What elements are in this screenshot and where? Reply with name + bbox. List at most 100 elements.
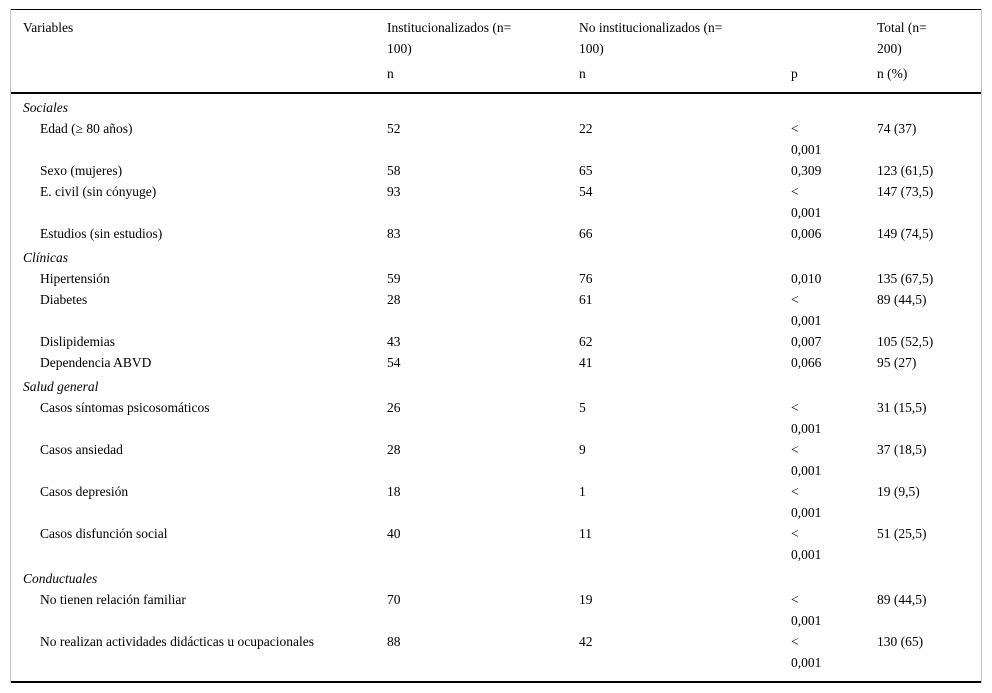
total-n-pct: 95 (27) xyxy=(877,355,917,370)
header-no-institucionalizados: No institucionalizados (n= 100) xyxy=(579,20,723,56)
institucionalizados-n: 59 xyxy=(387,271,401,286)
institucionalizados-n: 58 xyxy=(387,163,401,178)
p-value: 0,006 xyxy=(791,226,822,241)
institucionalizados-n: 28 xyxy=(387,292,401,307)
table-row: Sexo (mujeres) 58 65 0,309 123 (61,5) xyxy=(11,160,981,181)
total-n-pct: 31 (15,5) xyxy=(877,400,927,415)
p-value: < 0,001 xyxy=(791,184,822,220)
results-table: Variables Institucionalizados (n= 100) N… xyxy=(11,9,981,683)
total-n-pct: 135 (67,5) xyxy=(877,271,934,286)
p-value: < 0,001 xyxy=(791,121,822,157)
header-sub-total: n (%) xyxy=(877,66,908,81)
table-row: Estudios (sin estudios) 83 66 0,006 149 (74,… xyxy=(11,223,981,244)
header-title-row: Variables Institucionalizados (n= 100) N… xyxy=(11,10,981,60)
header-sub-p: p xyxy=(791,66,798,81)
institucionalizados-n: 88 xyxy=(387,634,401,649)
variable-label: Sexo (mujeres) xyxy=(40,163,123,178)
total-n-pct: 130 (65) xyxy=(877,634,924,649)
total-n-pct: 74 (37) xyxy=(877,121,917,136)
variable-label: Diabetes xyxy=(40,292,88,307)
total-n-pct: 51 (25,5) xyxy=(877,526,927,541)
table-row: No realizan actividades didácticas u ocu… xyxy=(11,631,981,682)
institucionalizados-n: 52 xyxy=(387,121,401,136)
table-row: No tienen relación familiar 70 19 < 0,001 89… xyxy=(11,589,981,631)
variable-label: Casos depresión xyxy=(40,484,129,499)
section-label: Salud general xyxy=(23,379,99,394)
total-n-pct: 147 (73,5) xyxy=(877,184,934,199)
no-institucionalizados-n: 41 xyxy=(579,355,593,370)
table-header: Variables Institucionalizados (n= 100) N… xyxy=(11,10,981,93)
total-n-pct: 37 (18,5) xyxy=(877,442,927,457)
p-value: < 0,001 xyxy=(791,442,822,478)
p-value: < 0,001 xyxy=(791,400,822,436)
no-institucionalizados-n: 76 xyxy=(579,271,593,286)
table-row: Casos ansiedad 28 9 < 0,001 37 (18,5) xyxy=(11,439,981,481)
table-row: Diabetes 28 61 < 0,001 89 (44,5) xyxy=(11,289,981,331)
header-p-spacer xyxy=(791,10,877,60)
total-n-pct: 89 (44,5) xyxy=(877,592,927,607)
institucionalizados-n: 70 xyxy=(387,592,401,607)
p-value: < 0,001 xyxy=(791,484,822,520)
institucionalizados-n: 40 xyxy=(387,526,401,541)
header-institucionalizados: Institucionalizados (n= 100) xyxy=(387,20,512,56)
section-label: Conductuales xyxy=(23,571,98,586)
variable-label: No tienen relación familiar xyxy=(40,592,186,607)
table-row: Casos depresión 18 1 < 0,001 19 (9,5) xyxy=(11,481,981,523)
table-row: Casos síntomas psicosomáticos 26 5 < 0,001 3… xyxy=(11,397,981,439)
institucionalizados-n: 18 xyxy=(387,484,401,499)
header-sub-row: n n p n (%) xyxy=(11,59,981,93)
no-institucionalizados-n: 61 xyxy=(579,292,593,307)
no-institucionalizados-n: 65 xyxy=(579,163,593,178)
header-sub-n-noinst: n xyxy=(579,66,586,81)
section-row: Clínicas xyxy=(11,244,981,268)
no-institucionalizados-n: 42 xyxy=(579,634,593,649)
variable-label: Dependencia ABVD xyxy=(40,355,152,370)
institucionalizados-n: 93 xyxy=(387,184,401,199)
p-value: < 0,001 xyxy=(791,526,822,562)
institucionalizados-n: 26 xyxy=(387,400,401,415)
variable-label: Casos ansiedad xyxy=(40,442,123,457)
institucionalizados-n: 43 xyxy=(387,334,401,349)
table-row: E. civil (sin cónyuge) 93 54 < 0,001 147 (73… xyxy=(11,181,981,223)
p-value: 0,007 xyxy=(791,334,822,349)
no-institucionalizados-n: 22 xyxy=(579,121,593,136)
variable-label: Hipertensión xyxy=(40,271,110,286)
section-row: Sociales xyxy=(11,93,981,118)
no-institucionalizados-n: 54 xyxy=(579,184,593,199)
no-institucionalizados-n: 11 xyxy=(579,526,592,541)
no-institucionalizados-n: 5 xyxy=(579,400,586,415)
section-row: Conductuales xyxy=(11,565,981,589)
variable-label: Estudios (sin estudios) xyxy=(40,226,163,241)
no-institucionalizados-n: 19 xyxy=(579,592,593,607)
total-n-pct: 19 (9,5) xyxy=(877,484,920,499)
header-variables: Variables xyxy=(23,20,74,35)
institucionalizados-n: 28 xyxy=(387,442,401,457)
results-table-container: Variables Institucionalizados (n= 100) N… xyxy=(10,9,982,683)
section-row: Salud general xyxy=(11,373,981,397)
institucionalizados-n: 54 xyxy=(387,355,401,370)
p-value: < 0,001 xyxy=(791,634,822,670)
total-n-pct: 123 (61,5) xyxy=(877,163,934,178)
institucionalizados-n: 83 xyxy=(387,226,401,241)
no-institucionalizados-n: 66 xyxy=(579,226,593,241)
total-n-pct: 149 (74,5) xyxy=(877,226,934,241)
no-institucionalizados-n: 1 xyxy=(579,484,586,499)
p-value: 0,309 xyxy=(791,163,822,178)
variable-label: No realizan actividades didácticas u ocu… xyxy=(40,634,315,649)
section-label: Sociales xyxy=(23,100,68,115)
variable-label: Dislipidemias xyxy=(40,334,115,349)
table-row: Edad (≥ 80 años) 52 22 < 0,001 74 (37) xyxy=(11,118,981,160)
table-row: Hipertensión 59 76 0,010 135 (67,5) xyxy=(11,268,981,289)
total-n-pct: 89 (44,5) xyxy=(877,292,927,307)
table-row: Dislipidemias 43 62 0,007 105 (52,5) xyxy=(11,331,981,352)
total-n-pct: 105 (52,5) xyxy=(877,334,934,349)
header-sub-n-inst: n xyxy=(387,66,394,81)
variable-label: Casos síntomas psicosomáticos xyxy=(40,400,210,415)
variable-label: E. civil (sin cónyuge) xyxy=(40,184,157,199)
p-value: < 0,001 xyxy=(791,292,822,328)
no-institucionalizados-n: 9 xyxy=(579,442,586,457)
table-row: Casos disfunción social 40 11 < 0,001 51 (25… xyxy=(11,523,981,565)
table-body: Sociales Edad (≥ 80 años) 52 22 < 0,001 74 (3… xyxy=(11,93,981,682)
header-total: Total (n= 200) xyxy=(877,20,927,56)
